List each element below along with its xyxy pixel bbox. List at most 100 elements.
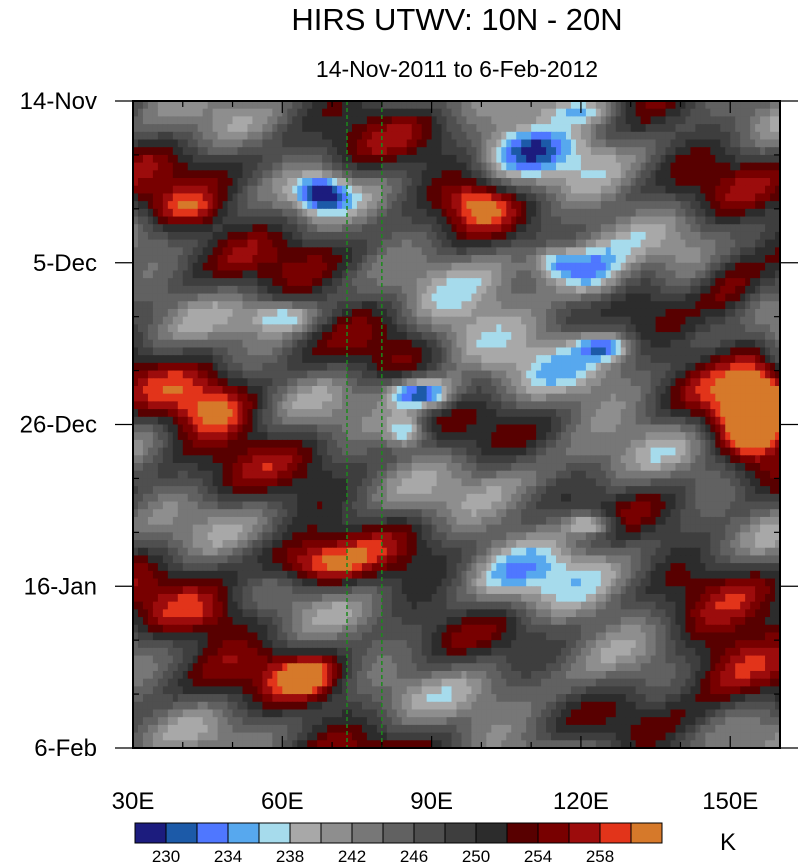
- heat-cell: [516, 147, 522, 156]
- heat-cell: [317, 108, 323, 117]
- heat-cell: [710, 355, 716, 364]
- heat-cell: [347, 178, 353, 187]
- heat-cell: [690, 162, 696, 171]
- heat-cell: [242, 393, 249, 402]
- heat-cell: [332, 278, 338, 287]
- heat-cell: [192, 185, 199, 195]
- heat-cell: [262, 355, 268, 364]
- heat-cell: [401, 339, 408, 349]
- heat-cell: [152, 101, 159, 110]
- heat-cell: [645, 101, 652, 110]
- heat-cell: [575, 185, 582, 195]
- heat-cell: [272, 239, 278, 248]
- heat-cell: [640, 231, 647, 241]
- heat-cell: [640, 385, 647, 395]
- heat-cell: [575, 224, 582, 233]
- heat-cell: [416, 308, 423, 318]
- heat-cell: [366, 378, 373, 387]
- heat-cell: [386, 255, 393, 264]
- heat-cell: [685, 162, 692, 171]
- heat-cell: [217, 139, 224, 148]
- heat-cell: [337, 224, 343, 233]
- heat-cell: [401, 139, 408, 148]
- heat-cell: [755, 316, 761, 325]
- heat-cell: [680, 170, 687, 179]
- heat-cell: [202, 193, 209, 202]
- heat-cell: [685, 285, 692, 295]
- heat-cell: [347, 162, 353, 171]
- heat-cell: [162, 385, 169, 395]
- heat-cell: [451, 216, 458, 225]
- heat-cell: [630, 378, 637, 387]
- heat-cell: [307, 293, 313, 302]
- heat-cell: [162, 324, 169, 333]
- heat-cell: [725, 308, 731, 318]
- heat-cell: [441, 131, 448, 141]
- heat-cell: [461, 178, 468, 187]
- heat-cell: [556, 347, 562, 356]
- heat-cell: [386, 339, 393, 349]
- heat-cell: [471, 293, 478, 302]
- heat-cell: [590, 216, 597, 225]
- heat-cell: [192, 124, 199, 133]
- heat-cell: [416, 301, 423, 310]
- heat-cell: [471, 362, 478, 372]
- heat-cell: [167, 162, 174, 171]
- heat-cell: [351, 293, 358, 302]
- heat-cell: [551, 124, 557, 133]
- heat-cell: [660, 324, 667, 333]
- heat-cell: [645, 170, 652, 179]
- heat-cell: [386, 231, 393, 241]
- heat-cell: [337, 362, 343, 372]
- heat-cell: [765, 339, 771, 349]
- heat-cell: [272, 224, 278, 233]
- heat-cell: [207, 162, 214, 171]
- heat-cell: [267, 316, 273, 325]
- heat-cell: [605, 332, 612, 341]
- heat-cell: [496, 231, 502, 241]
- heat-cell: [521, 178, 527, 187]
- heat-cell: [491, 255, 497, 264]
- heat-cell: [556, 332, 562, 341]
- heat-cell: [720, 131, 726, 141]
- heat-cell: [317, 247, 323, 256]
- heat-cell: [302, 301, 308, 310]
- heat-cell: [332, 255, 338, 264]
- heat-cell: [312, 255, 318, 264]
- heat-cell: [610, 385, 617, 395]
- heat-cell: [745, 193, 751, 202]
- heat-cell: [590, 278, 597, 287]
- heat-cell: [456, 385, 463, 395]
- heat-cell: [416, 131, 423, 141]
- heat-cell: [755, 201, 761, 210]
- heat-cell: [401, 270, 408, 279]
- heat-cell: [302, 393, 308, 402]
- heat-cell: [735, 224, 741, 233]
- heat-cell: [302, 247, 308, 256]
- heat-cell: [481, 216, 487, 225]
- heat-cell: [735, 362, 741, 372]
- heat-cell: [496, 239, 502, 248]
- heat-cell: [481, 293, 487, 302]
- heat-cell: [765, 362, 771, 372]
- heat-cell: [481, 324, 487, 333]
- heat-cell: [705, 178, 711, 187]
- heat-cell: [710, 108, 716, 117]
- heat-cell: [401, 347, 408, 356]
- heat-cell: [700, 355, 706, 364]
- heat-cell: [371, 178, 378, 187]
- heat-cell: [197, 208, 204, 218]
- heat-cell: [501, 370, 507, 379]
- heat-cell: [247, 208, 254, 218]
- heat-cell: [202, 324, 209, 333]
- heat-cell: [152, 262, 159, 272]
- heat-cell: [381, 108, 388, 117]
- heat-cell: [695, 308, 701, 318]
- heat-cell: [590, 224, 597, 233]
- heat-cell: [232, 231, 239, 241]
- heat-cell: [491, 355, 497, 364]
- heat-cell: [232, 147, 239, 156]
- heat-cell: [531, 301, 537, 310]
- heat-cell: [137, 108, 144, 117]
- heat-cell: [561, 255, 567, 264]
